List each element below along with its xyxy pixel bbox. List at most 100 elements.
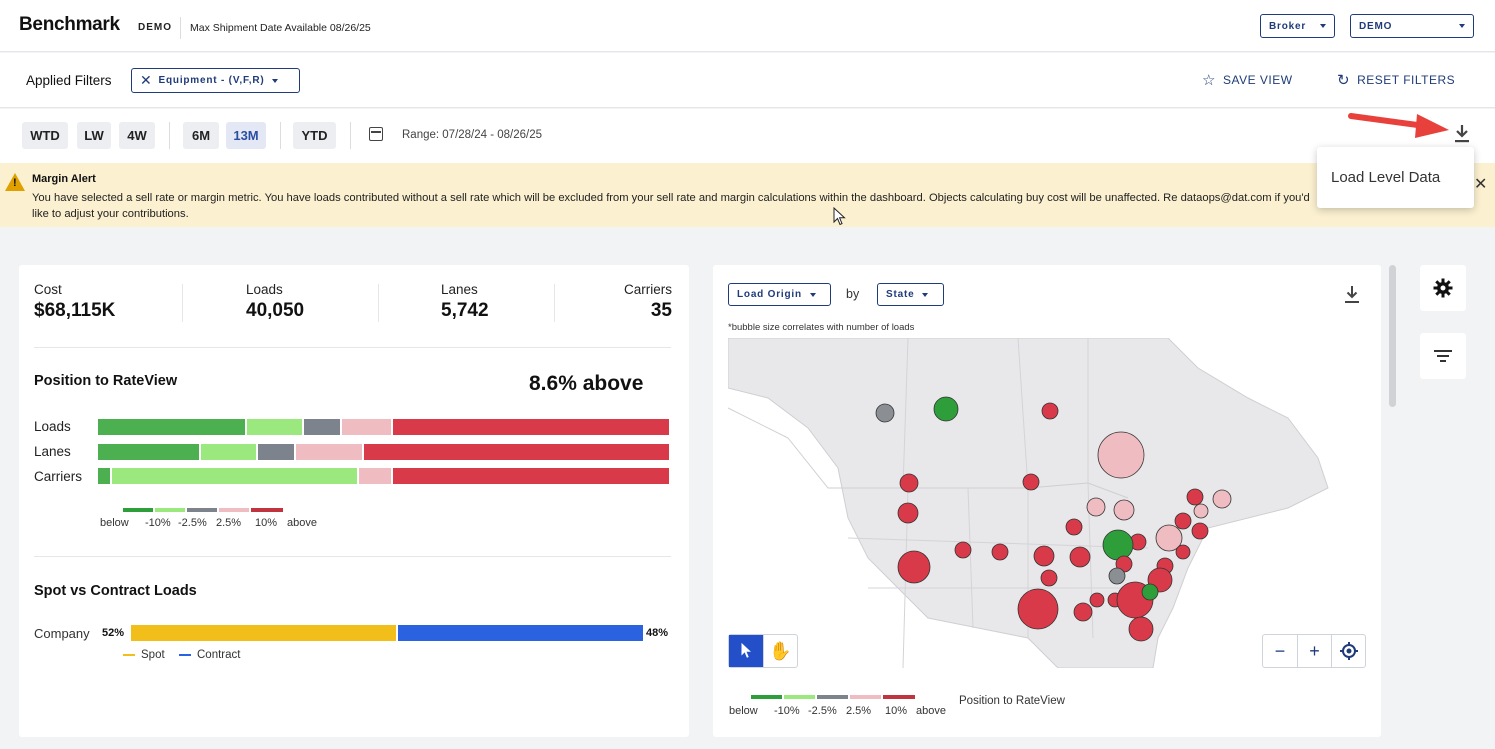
position-bar-lanes [98, 444, 671, 460]
map-bubble [1073, 602, 1093, 622]
bar-segment[interactable] [201, 444, 257, 460]
map-legend-title: Position to RateView [959, 695, 1065, 707]
load-level-data-item[interactable]: Load Level Data [1331, 169, 1441, 186]
load-origin-select[interactable]: Load Origin [728, 283, 831, 306]
load-origin-label: Load Origin [737, 289, 802, 300]
row-label-loads: Loads [34, 419, 71, 434]
zoom-out-button[interactable]: − [1274, 640, 1286, 661]
star-icon: ☆ [1202, 72, 1216, 89]
map-bubble [1065, 518, 1083, 536]
chevron-down-icon [809, 292, 816, 297]
download-icon[interactable] [1344, 285, 1360, 305]
by-label: by [846, 287, 860, 301]
save-view-button[interactable]: ☆ SAVE VIEW [1202, 71, 1293, 89]
kpi-value: 40,050 [246, 300, 305, 321]
legend-swatch [155, 508, 185, 512]
map-canvas[interactable] [728, 338, 1365, 668]
map-bubble [1113, 499, 1135, 521]
filter-button[interactable] [1420, 333, 1466, 379]
legend-spot: Spot [123, 649, 165, 661]
range-text: Range: 07/28/24 - 08/26/25 [402, 129, 543, 141]
bar-segment[interactable] [246, 419, 303, 435]
legend-swatch [751, 695, 782, 699]
legend-label: below [729, 705, 758, 717]
range-4w-button[interactable]: 4W [119, 122, 155, 149]
bar-segment[interactable] [98, 444, 200, 460]
map-bubble [1186, 488, 1204, 506]
spot-bar [131, 625, 397, 641]
range-6m-button[interactable]: 6M [183, 122, 219, 149]
map-bubble [933, 396, 959, 422]
bar-segment[interactable] [341, 419, 392, 435]
legend-label: -10% [145, 517, 171, 529]
map-bubble [1193, 503, 1209, 519]
role-select[interactable]: Broker [1260, 14, 1335, 38]
download-icon[interactable] [1453, 123, 1471, 145]
scrollbar[interactable] [1389, 265, 1396, 407]
range-wtd-button[interactable]: WTD [22, 122, 68, 149]
map-bubble [1033, 545, 1055, 567]
download-menu: Load Level Data [1317, 147, 1474, 208]
map-bubble [1089, 592, 1105, 608]
group-by-label: State [886, 289, 915, 300]
range-lw-button[interactable]: LW [77, 122, 111, 149]
group-by-select[interactable]: State [877, 283, 944, 306]
reset-filters-button[interactable]: ↻ RESET FILTERS [1337, 71, 1455, 89]
gear-icon [1433, 278, 1453, 298]
bar-segment[interactable] [112, 468, 357, 484]
map-bubble [875, 403, 895, 423]
refresh-icon: ↻ [1337, 72, 1351, 89]
legend-label: Spot [141, 649, 165, 661]
map-bubble [899, 473, 919, 493]
bar-segment[interactable] [295, 444, 363, 460]
chevron-down-icon [1320, 24, 1326, 28]
map-bubble [1097, 431, 1145, 479]
pointer-tool-button[interactable] [729, 635, 763, 667]
map-card: Load Origin by State *bubble size correl… [713, 265, 1381, 737]
map-bubble [954, 541, 972, 559]
bar-segment[interactable] [98, 419, 245, 435]
row-label-carriers: Carriers [34, 469, 83, 484]
map-bubble [1191, 522, 1209, 540]
pan-tool-button[interactable]: ✋ [763, 635, 797, 667]
north-america-map[interactable] [728, 338, 1365, 668]
account-select[interactable]: DEMO [1350, 14, 1474, 38]
equipment-filter-chip[interactable]: ✕ Equipment - (V,F,R) [131, 68, 300, 93]
map-bubble [1141, 583, 1159, 601]
close-icon[interactable]: ✕ [140, 72, 153, 88]
locate-button[interactable] [1331, 635, 1365, 667]
bar-segment[interactable] [364, 444, 669, 460]
legend-label: -10% [774, 705, 800, 717]
bar-segment[interactable] [98, 468, 111, 484]
close-icon[interactable]: ✕ [1474, 176, 1488, 193]
bar-segment[interactable] [393, 468, 669, 484]
range-13m-button[interactable]: 13M [226, 122, 266, 149]
legend-label: 2.5% [846, 705, 872, 717]
legend-label: -2.5% [178, 517, 207, 529]
bar-segment[interactable] [358, 468, 392, 484]
bar-segment[interactable] [258, 444, 294, 460]
zoom-in-button[interactable]: + [1297, 635, 1331, 667]
divider [554, 284, 555, 322]
bar-segment[interactable] [304, 419, 340, 435]
map-bubble [991, 543, 1009, 561]
map-bubble [897, 550, 931, 584]
map-bubble [1212, 489, 1232, 509]
legend-label: -2.5% [808, 705, 837, 717]
map-border [728, 407, 1129, 499]
legend-swatch [883, 695, 915, 699]
divider [280, 122, 281, 149]
divider [34, 347, 671, 348]
legend-swatch [850, 695, 881, 699]
chevron-down-icon [922, 292, 929, 297]
calendar-icon[interactable] [369, 127, 383, 141]
hand-icon: ✋ [769, 640, 792, 661]
kpi-label: Lanes [441, 282, 478, 297]
crosshair-icon [1339, 642, 1358, 660]
range-ytd-button[interactable]: YTD [293, 122, 336, 149]
settings-button[interactable] [1420, 265, 1466, 311]
company-label: Company [34, 626, 90, 641]
kpi-label: Carriers [623, 282, 672, 297]
bar-segment[interactable] [393, 419, 669, 435]
legend-swatch [179, 653, 191, 657]
